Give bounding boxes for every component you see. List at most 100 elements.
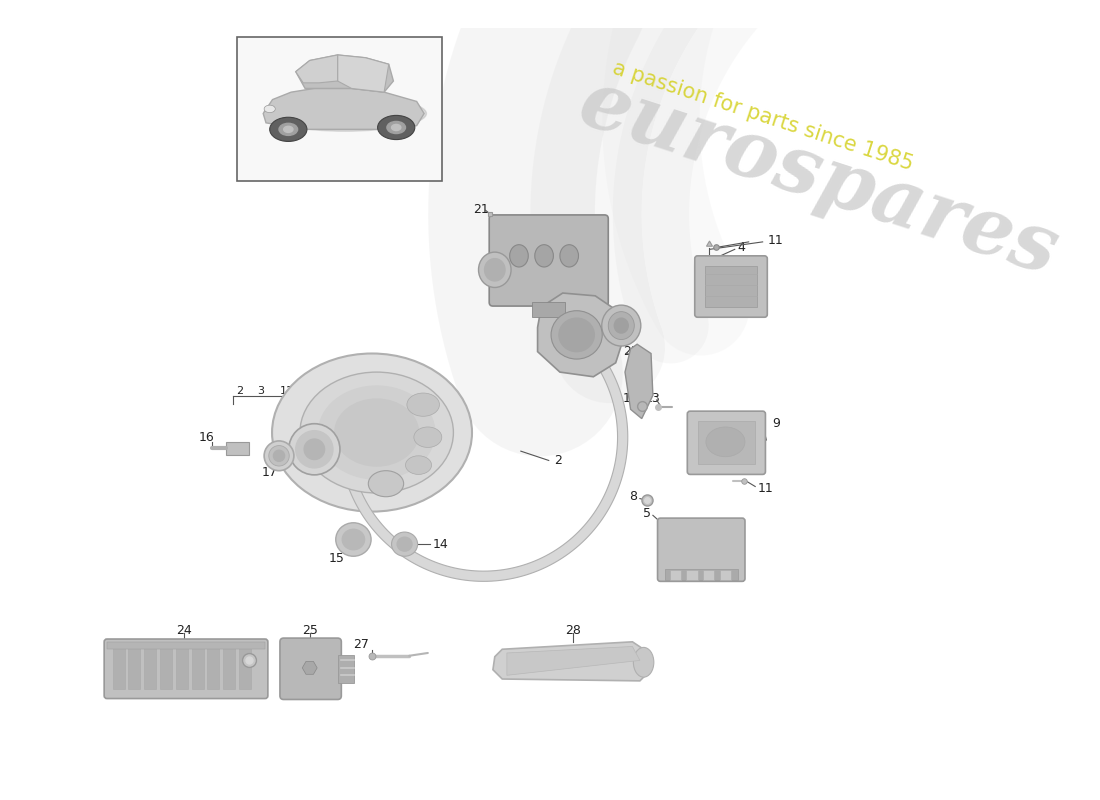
Ellipse shape: [559, 318, 594, 352]
Bar: [239, 648, 251, 690]
Bar: [705, 266, 757, 307]
Bar: [670, 570, 681, 579]
Polygon shape: [263, 89, 425, 130]
Bar: [223, 648, 235, 690]
Text: 23: 23: [623, 345, 639, 358]
Text: 15: 15: [329, 552, 344, 565]
Text: 16: 16: [199, 430, 214, 444]
Bar: [238, 38, 442, 182]
Ellipse shape: [535, 245, 553, 267]
Ellipse shape: [407, 393, 440, 416]
Ellipse shape: [300, 372, 453, 493]
Text: 8: 8: [629, 490, 637, 503]
Ellipse shape: [377, 115, 415, 139]
Ellipse shape: [270, 118, 307, 142]
Ellipse shape: [268, 446, 289, 466]
Text: 19: 19: [584, 310, 600, 322]
Text: 27: 27: [353, 638, 370, 651]
FancyBboxPatch shape: [490, 215, 608, 306]
Polygon shape: [302, 662, 317, 674]
Ellipse shape: [319, 386, 435, 479]
Ellipse shape: [608, 312, 635, 339]
Bar: [160, 648, 172, 690]
Ellipse shape: [342, 530, 364, 550]
Bar: [144, 648, 156, 690]
Ellipse shape: [614, 318, 628, 333]
Polygon shape: [338, 55, 388, 92]
Text: 4: 4: [737, 241, 746, 254]
Ellipse shape: [634, 647, 653, 677]
Ellipse shape: [397, 537, 412, 551]
Bar: [191, 648, 204, 690]
Ellipse shape: [264, 441, 294, 470]
Ellipse shape: [560, 245, 579, 267]
Ellipse shape: [509, 245, 528, 267]
Bar: [666, 570, 737, 581]
Text: 11: 11: [758, 482, 773, 495]
Ellipse shape: [274, 450, 285, 462]
Ellipse shape: [336, 522, 371, 556]
Text: 15: 15: [384, 386, 397, 396]
FancyBboxPatch shape: [688, 411, 766, 474]
Bar: [176, 648, 188, 690]
Text: eurospares: eurospares: [570, 63, 1067, 290]
Ellipse shape: [706, 427, 745, 457]
Text: 2: 2: [554, 454, 562, 467]
Text: 1: 1: [396, 379, 404, 393]
FancyBboxPatch shape: [658, 518, 745, 582]
Text: 14: 14: [355, 386, 370, 396]
Text: 13: 13: [645, 392, 661, 405]
Text: 3: 3: [257, 386, 264, 396]
Ellipse shape: [279, 123, 298, 135]
Bar: [338, 655, 354, 682]
Ellipse shape: [289, 424, 340, 475]
Text: 11: 11: [279, 386, 294, 396]
Text: 20: 20: [486, 254, 503, 267]
Polygon shape: [340, 306, 628, 582]
Bar: [697, 422, 756, 464]
Bar: [129, 648, 141, 690]
Polygon shape: [493, 642, 651, 681]
Text: 17: 17: [262, 466, 277, 479]
Text: 21: 21: [473, 203, 488, 216]
Polygon shape: [538, 293, 623, 377]
Ellipse shape: [478, 252, 512, 287]
Bar: [719, 570, 732, 579]
Ellipse shape: [602, 305, 641, 346]
Ellipse shape: [284, 126, 293, 133]
Text: 24: 24: [176, 624, 192, 637]
FancyBboxPatch shape: [279, 638, 341, 699]
Bar: [112, 648, 124, 690]
Polygon shape: [296, 55, 338, 83]
Ellipse shape: [368, 470, 404, 497]
Ellipse shape: [272, 354, 472, 512]
Ellipse shape: [414, 427, 442, 447]
Text: 14: 14: [432, 538, 448, 550]
Text: a passion for parts since 1985: a passion for parts since 1985: [609, 58, 915, 174]
Text: 25: 25: [301, 624, 318, 637]
Text: 9: 9: [772, 417, 780, 430]
Text: 5: 5: [644, 507, 651, 520]
Ellipse shape: [296, 430, 333, 468]
Text: 12: 12: [305, 386, 319, 396]
Text: 11: 11: [768, 234, 783, 246]
Ellipse shape: [264, 105, 275, 113]
Polygon shape: [296, 55, 394, 92]
Text: 2: 2: [236, 386, 243, 396]
Ellipse shape: [387, 122, 406, 134]
Ellipse shape: [551, 310, 602, 359]
Ellipse shape: [392, 532, 418, 556]
Text: 22: 22: [540, 321, 557, 334]
Bar: [532, 302, 565, 318]
Text: 12: 12: [623, 392, 638, 405]
Text: 26: 26: [229, 642, 244, 656]
Polygon shape: [507, 646, 640, 675]
Bar: [226, 442, 250, 455]
Ellipse shape: [406, 456, 431, 474]
FancyBboxPatch shape: [695, 256, 768, 318]
Ellipse shape: [485, 258, 505, 281]
Bar: [686, 570, 697, 579]
Bar: [703, 570, 714, 579]
FancyBboxPatch shape: [104, 639, 268, 698]
Text: 28: 28: [565, 624, 581, 637]
